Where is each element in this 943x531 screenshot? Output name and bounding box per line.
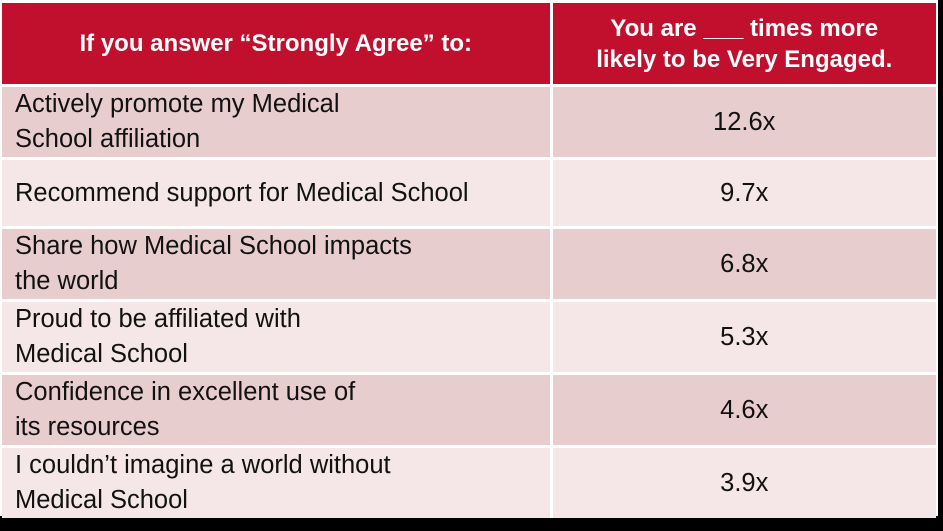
table-row: Confidence in excellent use of its resou… (2, 373, 936, 448)
table-row: Proud to be affiliated with Medical Scho… (2, 300, 936, 375)
multiplier-cell: 4.6x (551, 373, 936, 448)
multiplier-cell: 5.3x (551, 300, 936, 375)
statement-cell: I couldn’t imagine a world without Medic… (2, 446, 553, 518)
slide-panel: If you answer “Strongly Agree” to: You a… (0, 0, 938, 518)
table-row: I couldn’t imagine a world without Medic… (2, 446, 936, 518)
statement-line-1: Recommend support for Medical School (15, 178, 469, 207)
statement-cell: Confidence in excellent use of its resou… (2, 373, 553, 448)
multiplier-cell: 9.7x (551, 158, 936, 229)
multiplier-cell: 12.6x (551, 85, 936, 160)
statement-cell: Actively promote my Medical School affil… (2, 85, 553, 160)
statement-line-2: the world (15, 267, 119, 295)
statement-line-2: Medical School (15, 486, 188, 514)
engagement-table: If you answer “Strongly Agree” to: You a… (2, 3, 936, 518)
statement-cell: Share how Medical School impacts the wor… (2, 227, 553, 302)
multiplier-header-line-2: likely to be Very Engaged. (596, 45, 893, 73)
statement-header-label: If you answer “Strongly Agree” to: (79, 30, 473, 57)
table-row: Recommend support for Medical School 9.7… (2, 158, 936, 229)
header-row: If you answer “Strongly Agree” to: You a… (2, 3, 936, 87)
multiplier-column-header: You are ___ times more likely to be Very… (551, 3, 936, 87)
statement-line-1: I couldn’t imagine a world without (15, 451, 391, 479)
table-row: Actively promote my Medical School affil… (2, 85, 936, 160)
statement-line-1: Confidence in excellent use of (15, 378, 356, 406)
statement-line-1: Proud to be affiliated with (15, 305, 301, 333)
table-row: Share how Medical School impacts the wor… (2, 227, 936, 302)
multiplier-header-line-1: You are ___ times more (610, 14, 879, 42)
statement-cell: Recommend support for Medical School (2, 158, 553, 229)
statement-line-1: Actively promote my Medical (15, 90, 340, 118)
multiplier-cell: 3.9x (551, 446, 936, 518)
multiplier-cell: 6.8x (551, 227, 936, 302)
statement-line-2: its resources (15, 413, 160, 441)
statement-line-2: School affiliation (15, 125, 201, 153)
statement-line-2: Medical School (15, 340, 188, 368)
statement-column-header: If you answer “Strongly Agree” to: (2, 3, 553, 87)
statement-line-1: Share how Medical School impacts (15, 232, 412, 260)
statement-cell: Proud to be affiliated with Medical Scho… (2, 300, 553, 375)
